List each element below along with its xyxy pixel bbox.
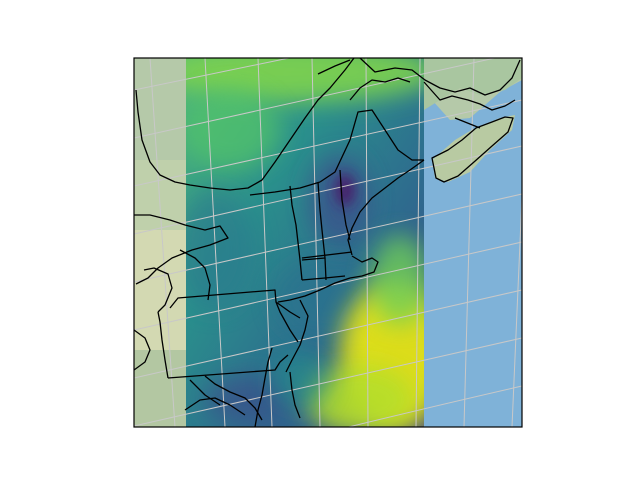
ma-ct-ri-borders	[301, 251, 353, 281]
maine-nb-border	[319, 109, 424, 183]
vermont-nh-borders	[289, 169, 351, 281]
pa-south-border	[167, 354, 289, 379]
quebec-coast	[359, 58, 521, 96]
west-land-south	[134, 350, 186, 427]
map-axes	[134, 58, 522, 427]
data-swath	[186, 58, 424, 427]
cape-cod	[349, 255, 379, 279]
graticule	[134, 58, 522, 427]
nova-scotia-land	[432, 115, 515, 182]
virginia-rivers	[184, 379, 246, 416]
nova-scotia-coast	[431, 116, 514, 183]
st-lawrence-river	[135, 58, 355, 191]
west-land-mid	[134, 160, 186, 230]
maryland-border	[204, 375, 263, 421]
delmarva-coast	[289, 371, 301, 419]
great-lakes-outline	[134, 214, 229, 285]
quebec-border	[249, 181, 321, 196]
western-ny-border	[179, 249, 211, 301]
coastlines-and-borders	[134, 58, 521, 427]
gulf-coast	[423, 81, 516, 111]
map-frame	[133, 57, 523, 428]
west-land-pale	[134, 230, 186, 350]
pa-west-border	[157, 311, 169, 379]
new-jersey-coast	[285, 299, 309, 373]
long-island-coast	[277, 277, 351, 303]
nj-border	[275, 301, 301, 319]
